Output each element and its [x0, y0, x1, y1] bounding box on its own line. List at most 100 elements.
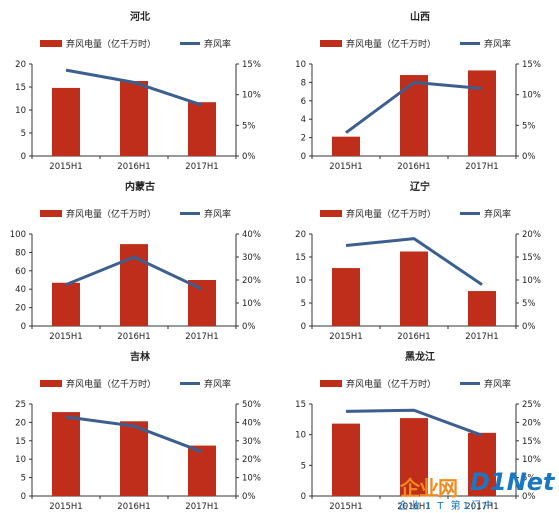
legend-line-label: 弃风率 [204, 208, 231, 220]
left-tick-label: 15 [295, 253, 306, 263]
right-tick-label: 5% [242, 121, 256, 131]
left-tick-label: 40 [15, 285, 26, 295]
legend-line-label: 弃风率 [484, 38, 511, 50]
x-tick-label: 2017H1 [465, 502, 498, 512]
x-tick-label: 2015H1 [49, 332, 82, 342]
legend-bar-swatch [40, 380, 62, 387]
bar-2017H1 [468, 432, 496, 496]
chart-title: 内蒙古 [125, 180, 155, 193]
x-tick-label: 2017H1 [185, 162, 218, 172]
x-tick-label: 2015H1 [49, 502, 82, 512]
left-tick-label: 0 [301, 322, 306, 332]
left-tick-label: 8 [301, 78, 306, 88]
left-tick-label: 20 [15, 418, 26, 428]
left-tick-label: 5 [301, 461, 306, 471]
left-tick-label: 10 [295, 276, 306, 286]
left-tick-label: 10 [15, 455, 26, 465]
watermark-brand-cn: 企业网 [400, 476, 458, 500]
right-tick-label: 40% [242, 418, 261, 428]
right-tick-label: 20% [522, 418, 541, 428]
legend-line-label: 弃风率 [484, 208, 511, 220]
bar-2017H1 [188, 445, 216, 496]
right-tick-label: 10% [242, 299, 261, 309]
bar-2015H1 [52, 282, 80, 326]
left-tick-label: 5 [301, 299, 306, 309]
left-tick-label: 0 [21, 492, 26, 502]
bar-2016H1 [400, 251, 428, 326]
chart-title: 黑龙江 [405, 350, 435, 363]
legend-line-label: 弃风率 [204, 38, 231, 50]
left-tick-label: 15 [15, 83, 26, 93]
x-tick-label: 2017H1 [465, 162, 498, 172]
x-tick-label: 2016H1 [117, 332, 150, 342]
chart-panel-6: 黑龙江 弃风电量（亿千万时） 弃风率 0 5 10 15 0% 5% 10% 15% 20% 25% 20… [280, 340, 559, 512]
bar-2017H1 [468, 291, 496, 326]
bar-2015H1 [332, 268, 360, 326]
left-tick-label: 10 [295, 60, 306, 70]
left-tick-label: 25 [15, 400, 26, 410]
right-tick-label: 10% [522, 91, 541, 101]
right-tick-label: 25% [522, 400, 541, 410]
bar-2015H1 [332, 423, 360, 496]
right-tick-label: 20% [522, 230, 541, 240]
right-tick-label: 0% [522, 322, 536, 332]
right-tick-label: 0% [522, 492, 536, 502]
x-tick-label: 2015H1 [329, 332, 362, 342]
bar-2016H1 [120, 81, 148, 156]
right-tick-label: 0% [522, 152, 536, 162]
left-tick-label: 20 [15, 304, 26, 314]
right-tick-label: 0% [242, 492, 256, 502]
x-tick-label: 2016H1 [397, 162, 430, 172]
right-tick-label: 40% [242, 230, 261, 240]
legend-bar-label: 弃风电量（亿千万时） [66, 208, 156, 220]
left-tick-label: 10 [15, 106, 26, 116]
right-tick-label: 30% [242, 253, 261, 263]
right-tick-label: 0% [242, 152, 256, 162]
legend-bar-label: 弃风电量（亿千万时） [346, 38, 436, 50]
right-tick-label: 5% [522, 121, 536, 131]
right-tick-label: 10% [242, 91, 261, 101]
right-tick-label: 30% [242, 437, 261, 447]
x-tick-label: 2016H1 [117, 162, 150, 172]
x-tick-label: 2017H1 [465, 332, 498, 342]
chart-panel-3: 内蒙古 弃风电量（亿千万时） 弃风率 0 20 40 60 80 100 0% 10% 20% 30% 4… [0, 170, 279, 342]
right-tick-label: 10% [522, 455, 541, 465]
left-tick-label: 5 [21, 474, 26, 484]
left-tick-label: 60 [15, 267, 26, 277]
legend-line-label: 弃风率 [204, 378, 231, 390]
right-tick-label: 10% [522, 276, 541, 286]
left-tick-label: 0 [21, 322, 26, 332]
legend-bar-swatch [40, 210, 62, 217]
chart-panel-2: 山西 弃风电量（亿千万时） 弃风率 0 2 4 6 8 10 0% 5% 10% 15% 2015H1 20… [280, 0, 559, 172]
x-tick-label: 2017H1 [185, 502, 218, 512]
chart-title: 山西 [410, 10, 430, 23]
legend-bar-label: 弃风电量（亿千万时） [66, 378, 156, 390]
curtailment-rate-line [65, 255, 203, 291]
watermark-subtitle: 企业 I T 第1门户 [398, 501, 495, 512]
legend-bar-label: 弃风电量（亿千万时） [346, 208, 436, 220]
bar-2016H1 [120, 421, 148, 496]
x-tick-label: 2015H1 [329, 502, 362, 512]
right-tick-label: 10% [242, 474, 261, 484]
curtailment-rate-line [65, 68, 203, 107]
x-tick-label: 2016H1 [117, 502, 150, 512]
curtailment-rate-line [65, 415, 203, 454]
bar-2015H1 [332, 136, 360, 156]
left-tick-label: 20 [15, 60, 26, 70]
left-tick-label: 15 [15, 437, 26, 447]
right-tick-label: 0% [242, 322, 256, 332]
right-tick-label: 5% [522, 474, 536, 484]
legend-bar-label: 弃风电量（亿千万时） [66, 38, 156, 50]
legend-bar-swatch [320, 210, 342, 217]
left-tick-label: 80 [15, 248, 26, 258]
bar-2017H1 [188, 280, 216, 326]
legend-bar-swatch [40, 40, 62, 47]
right-tick-label: 20% [242, 455, 261, 465]
